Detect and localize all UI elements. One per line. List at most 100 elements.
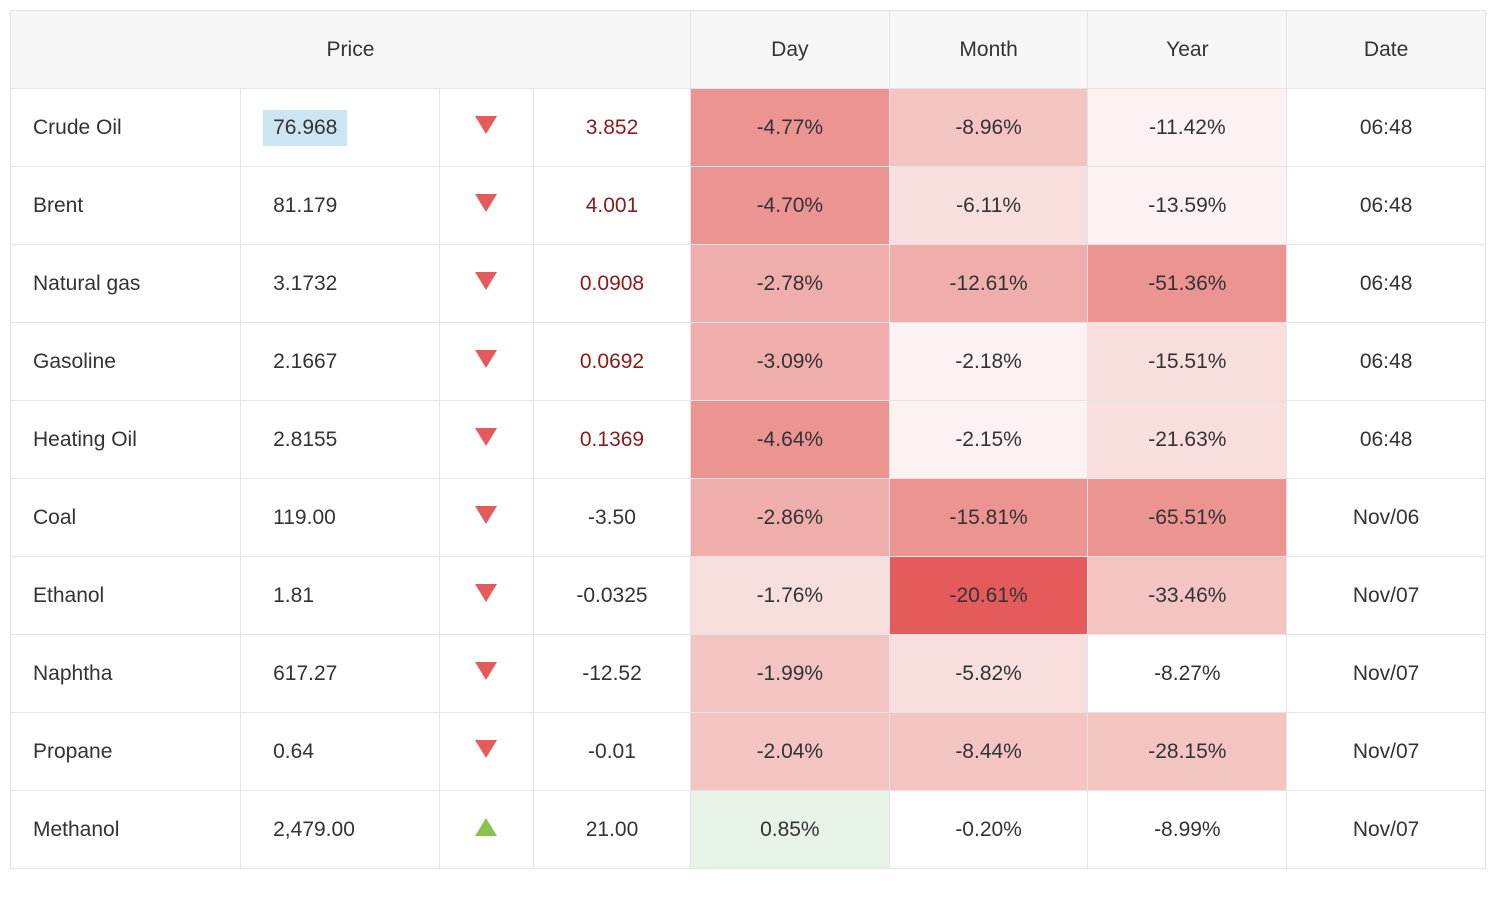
direction-cell (439, 167, 533, 245)
direction-cell (439, 635, 533, 713)
table-row[interactable]: Propane0.64-0.01-2.04%-8.44%-28.15%Nov/0… (11, 713, 1486, 791)
price-value: 2,479.00 (263, 812, 365, 848)
date-cell: 06:48 (1287, 245, 1486, 323)
table-row[interactable]: Crude Oil76.9683.852-4.77%-8.96%-11.42%0… (11, 89, 1486, 167)
triangle-up-icon (475, 818, 497, 836)
month-pct: -5.82% (889, 635, 1088, 713)
year-pct: -11.42% (1088, 89, 1287, 167)
price-value: 2.1667 (263, 344, 347, 380)
column-header-price[interactable]: Price (11, 11, 691, 89)
year-pct: -8.27% (1088, 635, 1287, 713)
day-pct: -2.78% (690, 245, 889, 323)
triangle-down-icon (475, 350, 497, 368)
day-pct: -1.76% (690, 557, 889, 635)
price-cell[interactable]: 0.64 (241, 713, 440, 791)
price-cell[interactable]: 81.179 (241, 167, 440, 245)
commodity-name[interactable]: Gasoline (11, 323, 241, 401)
table-row[interactable]: Gasoline2.16670.0692-3.09%-2.18%-15.51%0… (11, 323, 1486, 401)
table-row[interactable]: Brent81.1794.001-4.70%-6.11%-13.59%06:48 (11, 167, 1486, 245)
date-cell: Nov/07 (1287, 713, 1486, 791)
commodity-name[interactable]: Brent (11, 167, 241, 245)
price-cell[interactable]: 1.81 (241, 557, 440, 635)
date-cell: Nov/06 (1287, 479, 1486, 557)
year-pct: -65.51% (1088, 479, 1287, 557)
price-cell[interactable]: 76.968 (241, 89, 440, 167)
price-value: 617.27 (263, 656, 347, 692)
commodity-name[interactable]: Coal (11, 479, 241, 557)
change-value: 4.001 (534, 167, 691, 245)
table-row[interactable]: Methanol2,479.0021.000.85%-0.20%-8.99%No… (11, 791, 1486, 869)
column-header-month[interactable]: Month (889, 11, 1088, 89)
date-cell: Nov/07 (1287, 635, 1486, 713)
change-value: 0.0692 (534, 323, 691, 401)
table-row[interactable]: Ethanol1.81-0.0325-1.76%-20.61%-33.46%No… (11, 557, 1486, 635)
table-row[interactable]: Heating Oil2.81550.1369-4.64%-2.15%-21.6… (11, 401, 1486, 479)
direction-cell (439, 323, 533, 401)
commodity-name[interactable]: Naphtha (11, 635, 241, 713)
change-value: 21.00 (534, 791, 691, 869)
commodity-name[interactable]: Ethanol (11, 557, 241, 635)
day-pct: -2.86% (690, 479, 889, 557)
change-value: 3.852 (534, 89, 691, 167)
triangle-down-icon (475, 194, 497, 212)
change-value: -0.01 (534, 713, 691, 791)
change-value: 0.0908 (534, 245, 691, 323)
direction-cell (439, 713, 533, 791)
year-pct: -15.51% (1088, 323, 1287, 401)
price-cell[interactable]: 119.00 (241, 479, 440, 557)
triangle-down-icon (475, 272, 497, 290)
triangle-down-icon (475, 662, 497, 680)
year-pct: -13.59% (1088, 167, 1287, 245)
month-pct: -15.81% (889, 479, 1088, 557)
direction-cell (439, 791, 533, 869)
month-pct: -20.61% (889, 557, 1088, 635)
price-value: 119.00 (263, 500, 346, 536)
commodity-name[interactable]: Crude Oil (11, 89, 241, 167)
price-value: 1.81 (263, 578, 324, 614)
price-cell[interactable]: 2.8155 (241, 401, 440, 479)
commodity-name[interactable]: Heating Oil (11, 401, 241, 479)
day-pct: -1.99% (690, 635, 889, 713)
day-pct: -3.09% (690, 323, 889, 401)
price-cell[interactable]: 3.1732 (241, 245, 440, 323)
direction-cell (439, 245, 533, 323)
triangle-down-icon (475, 428, 497, 446)
column-header-day[interactable]: Day (690, 11, 889, 89)
date-cell: Nov/07 (1287, 557, 1486, 635)
price-cell[interactable]: 2.1667 (241, 323, 440, 401)
month-pct: -8.96% (889, 89, 1088, 167)
change-value: -0.0325 (534, 557, 691, 635)
commodities-table: Price Day Month Year Date Crude Oil 76.96… (10, 10, 1486, 869)
commodity-name[interactable]: Natural gas (11, 245, 241, 323)
triangle-down-icon (475, 584, 497, 602)
year-pct: -51.36% (1088, 245, 1287, 323)
commodity-name[interactable]: Methanol (11, 791, 241, 869)
day-pct: -2.04% (690, 713, 889, 791)
year-pct: -8.99% (1088, 791, 1287, 869)
price-cell[interactable]: 2,479.00 (241, 791, 440, 869)
direction-cell (439, 557, 533, 635)
date-cell: 06:48 (1287, 401, 1486, 479)
day-pct: 0.85% (690, 791, 889, 869)
day-pct: -4.64% (690, 401, 889, 479)
change-value: -12.52 (534, 635, 691, 713)
price-value: 0.64 (263, 734, 324, 770)
year-pct: -21.63% (1088, 401, 1287, 479)
table-row[interactable]: Naphtha 617.27 -12.52-1.99%-5.82%-8.27%Nov… (11, 635, 1486, 713)
price-value: 2.8155 (263, 422, 347, 458)
table-row[interactable]: Coal 119.00 -3.50-2.86%-15.81%-65.51%Nov/0… (11, 479, 1486, 557)
column-header-date[interactable]: Date (1287, 11, 1486, 89)
triangle-down-icon (475, 116, 497, 134)
change-value: -3.50 (534, 479, 691, 557)
month-pct: -12.61% (889, 245, 1088, 323)
price-cell[interactable]: 617.27 (241, 635, 440, 713)
commodity-name[interactable]: Propane (11, 713, 241, 791)
day-pct: -4.70% (690, 167, 889, 245)
direction-cell (439, 89, 533, 167)
column-header-year[interactable]: Year (1088, 11, 1287, 89)
price-value: 76.968 (263, 110, 347, 146)
triangle-down-icon (475, 506, 497, 524)
table-row[interactable]: Natural gas3.1732 0.0908-2.78%-12.61%-51.… (11, 245, 1486, 323)
triangle-down-icon (475, 740, 497, 758)
day-pct: -4.77% (690, 89, 889, 167)
